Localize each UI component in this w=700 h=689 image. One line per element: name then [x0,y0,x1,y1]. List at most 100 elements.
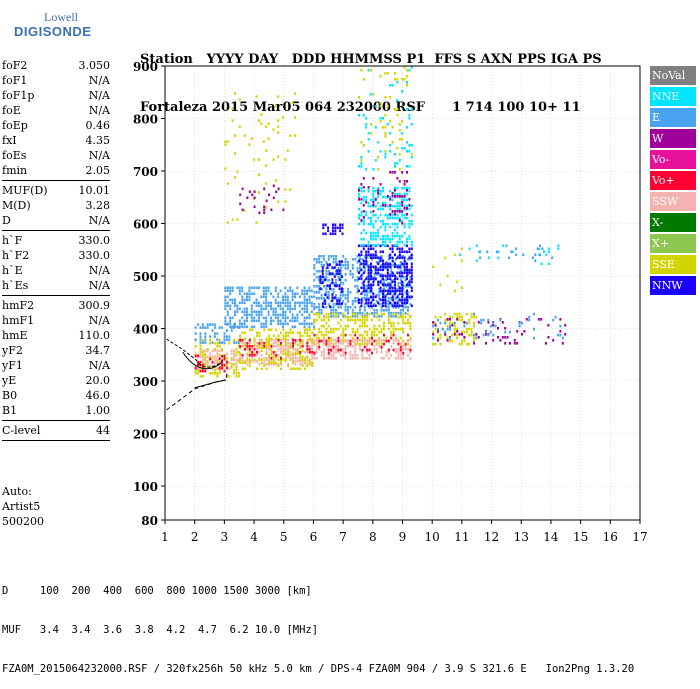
echo-point [360,183,363,186]
echo-point [246,352,249,356]
echo-point [260,346,263,350]
echo-point [398,195,401,198]
echo-point [394,289,396,293]
echo-point [241,360,244,363]
echo-point [294,319,296,323]
echo-point [537,318,540,321]
echo-point [446,324,449,328]
echo-point [380,279,383,282]
echo-point [265,316,268,320]
echo-point [289,134,292,137]
echo-point [226,313,229,317]
echo-point [321,302,324,305]
echo-point [221,363,224,367]
echo-point [339,229,342,233]
echo-point [383,300,385,303]
echo-point [260,354,263,357]
echo-point [286,298,289,302]
echo-point [248,313,251,317]
echo-point [382,301,384,305]
echo-point [248,298,251,302]
echo-point [394,189,396,192]
echo-point [325,270,328,273]
echo-point [359,312,361,315]
echo-point [399,327,402,331]
echo-point [277,95,280,98]
echo-point [407,306,409,309]
echo-point [470,312,473,316]
echo-point [453,327,456,331]
echo-point [552,339,555,342]
echo-point [330,357,333,360]
echo-point [270,348,273,351]
param-name: foEp [2,119,28,132]
echo-point [320,255,323,258]
echo-point [321,275,324,278]
echo-point [359,267,361,270]
echo-point [358,216,360,220]
h-val-s: 1 [452,100,462,115]
echo-point [396,231,399,235]
echo-point [533,336,535,340]
echo-point [385,285,388,288]
echo-point [382,259,384,263]
echo-point [282,337,285,341]
echo-point [407,300,409,303]
echo-point [234,310,236,314]
echo-point [265,358,268,362]
echo-point [301,349,304,353]
echo-point [246,325,248,329]
echo-point [267,313,270,317]
echo-point [377,301,380,305]
echo-point [387,285,390,288]
echo-point [390,303,393,306]
echo-point [397,282,400,285]
logo-line2: DIGISONDE [14,24,92,39]
echo-point [298,295,301,299]
echo-point [277,334,280,338]
echo-point [284,340,287,344]
echo-point [523,330,526,333]
echo-point [380,282,383,285]
echo-point [473,324,475,328]
echo-point [327,339,330,343]
echo-point [511,250,514,254]
echo-point [361,342,364,346]
echo-point [398,180,401,183]
echo-cluster-e [224,286,316,329]
echo-point [370,216,372,220]
echo-point [284,298,287,302]
echo-point [253,339,256,342]
echo-point [313,307,316,311]
echo-point [444,256,447,260]
param-name: foF2 [2,59,28,72]
echo-point [379,286,382,290]
param-separator [2,295,110,296]
footer-info: D 100 200 400 600 800 1000 1500 3000 [km… [2,559,634,689]
echo-point [502,244,505,248]
echo-point [318,258,321,261]
echo-point [228,342,231,345]
echo-point [306,360,309,363]
echo-point [329,284,331,287]
echo-point [286,301,289,305]
echo-point [265,295,268,299]
echo-point [327,348,330,352]
echo-point [354,354,357,357]
echo-point [308,313,311,317]
echo-cluster-sse [239,328,314,371]
echo-point [446,274,449,278]
echo-point [258,343,261,347]
echo-point [354,333,357,337]
echo-point [377,243,380,247]
echo-point [296,367,299,371]
echo-point [408,247,411,251]
echo-point [383,342,385,346]
echo-point [354,348,357,351]
echo-point [339,354,342,357]
echo-point [225,335,228,338]
echo-point [380,348,383,351]
echo-point [330,336,333,340]
echo-point [231,119,234,122]
echo-point [268,193,270,197]
